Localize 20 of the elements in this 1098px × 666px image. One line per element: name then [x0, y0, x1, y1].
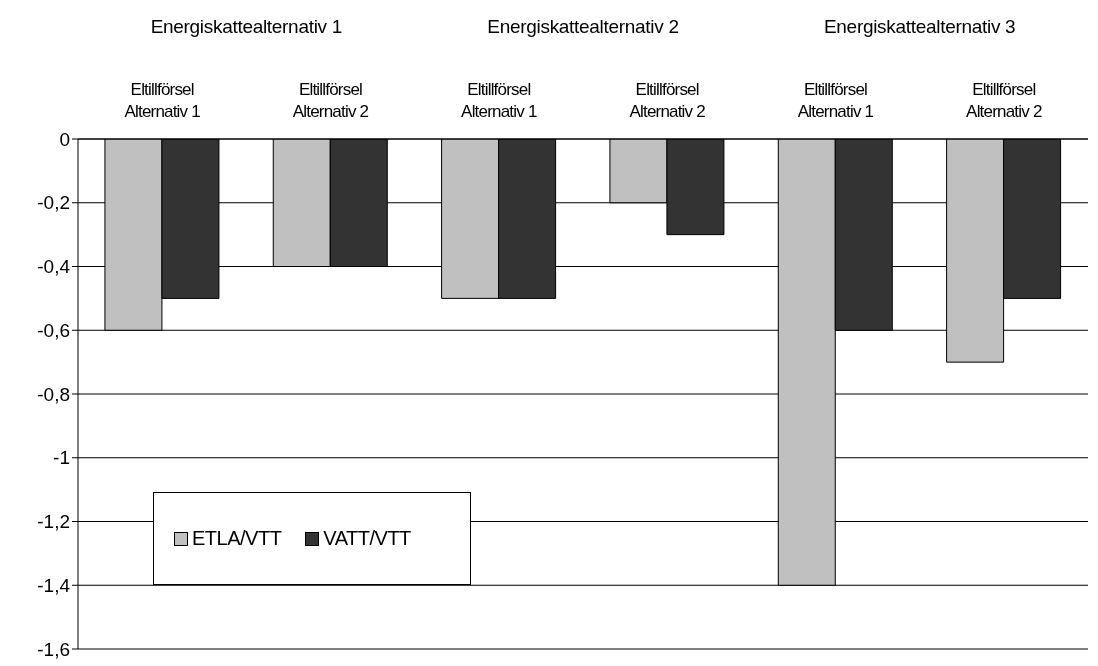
- text: Energiskattealternativ 2: [486, 16, 680, 38]
- y-tick-label: -1,2: [37, 511, 70, 533]
- x-tick-label: Eltillförsel Alternativ 2: [966, 80, 1042, 121]
- legend-label: ETLA/VTT: [192, 527, 282, 550]
- y-tick-label: -0,8: [37, 383, 70, 405]
- x-tick-label: Eltillförsel Alternativ 2: [292, 80, 369, 121]
- x-tick-label: Eltillförsel Alternativ 2: [629, 80, 706, 121]
- y-tick-label: -1,6: [37, 638, 70, 660]
- text: Energiskattealternativ 3: [822, 16, 1017, 38]
- y-tick-label: -1,4: [37, 574, 71, 596]
- y-tick-label: -1: [53, 447, 70, 469]
- text: Energiskattealternativ 1: [149, 16, 343, 38]
- y-tick-label: -0,6: [37, 319, 70, 341]
- y-tick-label: 0: [59, 128, 70, 150]
- legend-label: VATT/VTT: [323, 527, 411, 550]
- y-tick-label: -0,2: [37, 192, 70, 214]
- x-tick-label: Eltillförsel Alternativ 1: [461, 80, 537, 121]
- x-tick-label: Eltillförsel Alternativ 1: [797, 80, 874, 121]
- x-tick-label: Eltillförsel Alternativ 1: [124, 80, 201, 121]
- y-tick-label: -0,4: [37, 256, 71, 278]
